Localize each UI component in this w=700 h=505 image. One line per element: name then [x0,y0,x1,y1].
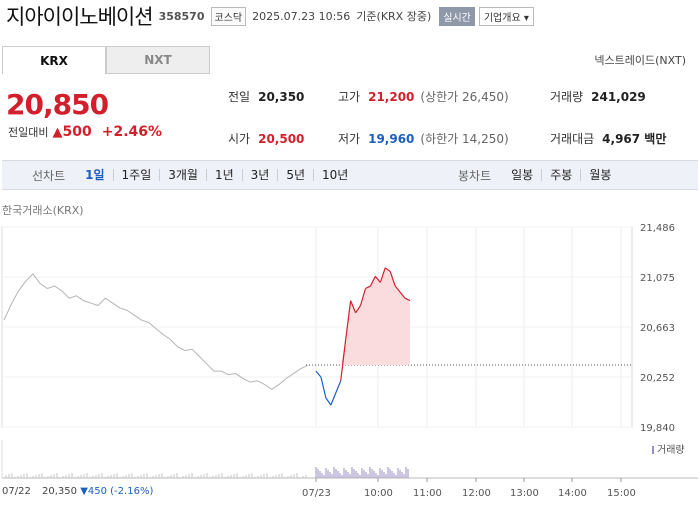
series-today-segment [320,377,327,398]
tab-krx[interactable]: KRX [2,46,106,74]
footer-date: 07/22 [2,486,31,497]
change-amount: 500 [62,124,92,140]
stat-value: 4,967 백만 [602,132,667,146]
x-tick-label: 14:00 [558,488,587,499]
period-10y[interactable]: 10년 [322,168,349,182]
footer-percent: (-2.16%) [110,486,154,497]
y-tick-label: 20,663 [640,323,675,334]
exchange-label: 한국거래소(KRX) [2,204,84,217]
y-tick-label: 21,075 [640,273,675,284]
stat-low: 저가 19,960 (하한가 14,250) [338,130,509,147]
stat-value: 21,200 [368,90,415,104]
stat-label: 거래량 [550,90,584,104]
series-today-segment [365,285,371,290]
x-tick-label: 07/23 [302,488,331,499]
stat-label: 전일 [228,90,251,104]
stat-label: 거래대금 [550,132,595,146]
series-today-segment [404,297,411,302]
stat-volume: 거래량 241,029 [550,88,646,105]
series-today-segment [340,339,347,381]
timestamp: 2025.07.23 10:56 [252,9,351,23]
stat-sub: (상한가 26,450) [420,90,509,104]
series-today-segment [374,275,381,283]
current-price: 20,850 [6,88,109,121]
series-today-segment [389,271,396,287]
series-today-segment [315,370,322,378]
stock-code: 358570 [158,9,205,23]
stat-value: 20,350 [258,90,305,104]
series-today-fill [316,267,410,366]
footer-close: 20,350 [42,486,78,497]
series-today-segment [335,380,342,394]
candle-chart-label: 봉차트 [458,168,492,183]
series-today-segment [345,300,352,340]
nxt-link[interactable]: 넥스트레이드(NXT) [594,54,686,67]
series-today-segment [359,288,367,306]
volume-label: 거래량 [657,444,685,456]
series-today-segment [350,300,357,314]
stat-label: 시가 [228,132,251,146]
stat-high: 고가 21,200 (상한가 26,450) [338,88,509,105]
basis-label: 기준(KRX 장중) [356,10,432,23]
candle-monthly[interactable]: 월봉 [589,168,612,182]
series-today-segment [355,305,362,314]
period-1w[interactable]: 1주일 [114,169,161,181]
period-1d[interactable]: 1일 [77,169,114,181]
y-tick-label: 19,840 [640,423,675,434]
x-tick-label: 13:00 [510,488,539,499]
stat-label: 고가 [338,90,361,104]
period-3y[interactable]: 3년 [243,169,279,181]
y-tick-label: 20,252 [640,373,675,384]
series-today-segment [379,267,386,283]
series-today-segment [399,291,406,299]
corp-overview-label: 기업개요 [483,12,521,24]
tab-nxt[interactable]: NXT [106,46,210,74]
prev-compare-label: 전일대비 [8,126,49,139]
series-today-segment [325,397,332,406]
stat-value: 241,029 [591,90,646,104]
stat-prev-close: 전일 20,350 [228,88,304,105]
x-tick-label: 11:00 [413,488,442,499]
series-today-segment [369,276,376,287]
line-chart-label: 선차트 [32,168,66,183]
chart-footer: 07/22 20,350 ▼450 (-2.16%) [2,486,153,497]
stock-header: 지아이이노베이션 358570 코스닥 2025.07.23 10:56 기준(… [0,0,700,32]
change-value: ▲500 [52,124,91,140]
stat-open: 시가 20,500 [228,130,304,147]
candle-daily[interactable]: 일봉 [503,169,543,181]
stat-value: 20,500 [258,132,305,146]
series-today-segment [394,285,401,293]
stat-label: 저가 [338,132,361,146]
candle-weekly[interactable]: 주봉 [542,169,582,181]
market-tabs: KRX NXT [2,46,210,74]
volume-legend-swatch [652,446,654,454]
footer-change: ▼450 [80,486,107,497]
chevron-down-icon: ▾ [523,12,529,24]
y-tick-label: 21,486 [640,223,675,234]
period-1y[interactable]: 1년 [207,169,243,181]
period-bar: 선차트 1일 1주일 3개월 1년 3년 5년 10년 봉차트 일봉 주봉 월봉 [2,160,698,190]
stat-value: 19,960 [368,132,415,146]
period-3m[interactable]: 3개월 [160,169,207,181]
stat-amount: 거래대금 4,967 백만 [550,130,666,147]
series-today-segment [330,392,337,406]
live-badge[interactable]: 실시간 [439,6,475,26]
period-5y[interactable]: 5년 [278,169,315,181]
series-today-segment [384,267,391,272]
market-badge: 코스닥 [210,6,247,26]
stat-sub: (하한가 14,250) [420,132,509,146]
series-prev-day-line [3,273,309,390]
corp-overview-button[interactable]: 기업개요 ▾ [478,6,534,26]
price-change: 전일대비 ▲500 +2.46% [8,124,162,140]
candle-group: 봉차트 일봉 주봉 월봉 [458,167,619,184]
change-percent: +2.46% [101,124,163,140]
x-tick-label: 15:00 [607,488,636,499]
x-tick-label: 12:00 [462,488,491,499]
stock-name: 지아이이노베이션 [6,5,154,29]
up-triangle-icon: ▲ [52,125,63,140]
x-tick-label: 10:00 [364,488,393,499]
